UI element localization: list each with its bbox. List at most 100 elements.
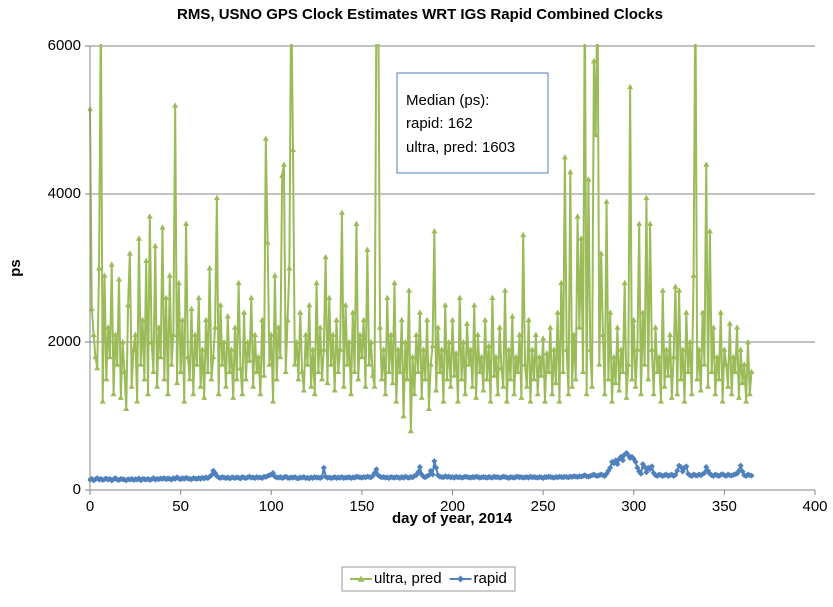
point-marker xyxy=(340,383,347,389)
x-tick-label: 0 xyxy=(86,498,94,515)
point-marker xyxy=(520,231,527,238)
point-marker xyxy=(228,346,235,352)
point-marker xyxy=(473,394,480,400)
point-marker xyxy=(221,339,228,345)
point-marker xyxy=(741,361,748,367)
point-marker xyxy=(725,383,731,389)
point-marker xyxy=(387,331,394,337)
point-marker xyxy=(500,383,507,389)
point-marker xyxy=(141,376,148,382)
point-marker xyxy=(634,346,641,352)
point-marker xyxy=(503,398,510,404)
point-marker xyxy=(696,346,702,352)
point-marker xyxy=(371,383,378,389)
point-marker xyxy=(625,361,632,367)
point-marker xyxy=(123,405,130,411)
point-marker xyxy=(206,265,213,271)
point-marker xyxy=(344,361,351,367)
point-marker xyxy=(587,346,594,352)
point-marker xyxy=(152,242,159,249)
point-marker xyxy=(266,361,273,367)
point-marker xyxy=(108,261,115,267)
point-marker xyxy=(424,316,431,323)
y-tick-label: 4000 xyxy=(48,185,81,202)
point-marker xyxy=(235,279,242,286)
point-marker xyxy=(569,383,576,389)
point-marker xyxy=(161,376,168,382)
point-marker xyxy=(380,346,387,352)
point-marker xyxy=(143,257,150,263)
point-marker xyxy=(369,372,376,378)
point-marker xyxy=(674,390,681,397)
point-marker xyxy=(348,390,354,397)
point-marker xyxy=(210,353,217,360)
point-marker xyxy=(322,253,329,260)
point-marker xyxy=(688,390,695,397)
point-marker xyxy=(438,346,445,352)
point-marker xyxy=(114,361,121,367)
point-marker xyxy=(201,394,208,400)
point-marker xyxy=(648,346,655,352)
point-marker xyxy=(518,394,525,400)
point-marker xyxy=(277,353,284,360)
point-marker xyxy=(730,353,737,360)
point-marker xyxy=(315,368,322,374)
point-marker xyxy=(204,368,211,374)
point-marker xyxy=(271,272,278,278)
point-marker xyxy=(190,390,197,397)
point-marker xyxy=(614,461,621,468)
point-marker xyxy=(90,331,97,337)
point-marker xyxy=(264,239,271,245)
point-marker xyxy=(230,394,237,400)
point-marker xyxy=(308,383,315,389)
point-marker xyxy=(248,294,255,300)
point-marker xyxy=(607,309,614,315)
point-marker xyxy=(540,335,547,341)
point-marker xyxy=(262,135,269,141)
point-marker xyxy=(146,213,153,219)
point-marker xyxy=(362,383,369,389)
point-marker xyxy=(282,368,289,374)
point-marker xyxy=(596,361,603,367)
point-marker xyxy=(386,368,393,374)
annotation-line: rapid: 162 xyxy=(406,115,473,132)
point-marker xyxy=(290,146,296,152)
point-marker xyxy=(522,361,528,367)
point-marker xyxy=(137,361,144,367)
x-tick-label: 100 xyxy=(259,498,284,515)
point-marker xyxy=(436,368,443,374)
point-marker xyxy=(483,376,490,382)
y-axis-label: ps xyxy=(7,259,24,277)
series-line xyxy=(89,44,753,431)
point-marker xyxy=(657,398,664,404)
point-marker xyxy=(728,390,735,397)
point-marker xyxy=(460,339,467,345)
point-marker xyxy=(647,220,654,226)
point-marker xyxy=(192,331,199,337)
point-marker xyxy=(469,383,476,389)
point-marker xyxy=(132,331,139,337)
point-marker xyxy=(703,161,710,167)
point-marker xyxy=(683,463,690,470)
point-marker xyxy=(721,346,728,352)
point-marker xyxy=(739,379,746,386)
x-tick-label: 50 xyxy=(172,498,189,515)
point-marker xyxy=(406,287,412,293)
point-marker xyxy=(407,427,414,434)
point-marker xyxy=(737,462,744,469)
point-marker xyxy=(616,387,623,393)
point-marker xyxy=(103,376,110,382)
point-marker xyxy=(255,353,262,360)
point-marker xyxy=(279,172,286,178)
point-marker xyxy=(714,353,721,360)
point-marker xyxy=(576,324,583,330)
legend: ultra, pred rapid xyxy=(341,566,516,592)
point-marker xyxy=(395,346,402,352)
point-marker xyxy=(636,220,643,226)
point-marker xyxy=(280,161,287,167)
point-marker xyxy=(683,309,690,315)
point-marker xyxy=(154,383,161,389)
point-marker xyxy=(404,376,411,382)
point-marker xyxy=(598,250,605,256)
point-marker xyxy=(744,339,751,345)
